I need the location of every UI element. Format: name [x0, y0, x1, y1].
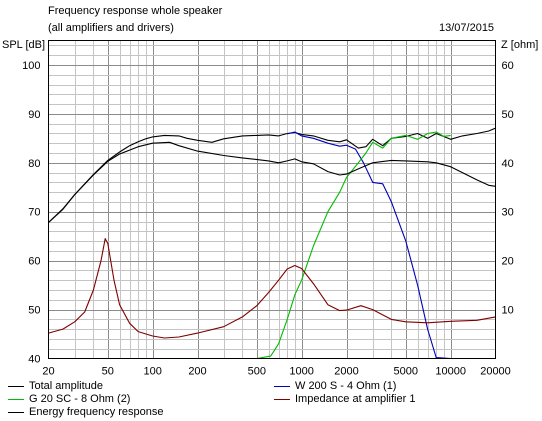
y2-axis-label: Z [ohm] — [501, 39, 539, 51]
y2-tick-label: 50 — [502, 109, 514, 121]
x-tick-label: 10000 — [435, 366, 466, 378]
legend-label-total-amplitude: Total amplitude — [29, 380, 103, 392]
y-tick-label: 90 — [28, 109, 40, 121]
legend-label-impedance: Impedance at amplifier 1 — [295, 393, 416, 405]
chart-subtitle: (all amplifiers and drivers) — [48, 22, 174, 34]
y-tick-label: 70 — [28, 207, 40, 219]
y-tick-label: 50 — [28, 305, 40, 317]
series-line-2 — [48, 131, 451, 360]
x-tick-label: 20000 — [480, 366, 511, 378]
series-line-4 — [48, 141, 496, 223]
plot-frame — [48, 40, 496, 359]
y-tick-label: 100 — [22, 60, 40, 72]
legend-swatch-impedance — [274, 398, 290, 400]
legend-item-w200s: W 200 S - 4 Ohm (1) — [274, 379, 396, 393]
x-tick-label: 5000 — [394, 366, 418, 378]
chart-title: Frequency response whole speaker — [48, 5, 223, 17]
tick-labels: 20 50 100 200 500 1000 2000 5000 10000 20000 40 50 6… — [22, 60, 514, 378]
legend-label-energy-response: Energy frequency response — [29, 406, 164, 418]
y2-tick-label: 40 — [502, 158, 514, 170]
series-lines — [48, 127, 496, 360]
legend-item-total-amplitude: Total amplitude — [8, 379, 103, 393]
x-tick-label: 500 — [248, 366, 266, 378]
legend-item-energy-response: Energy frequency response — [8, 405, 164, 419]
legend-swatch-energy-response — [8, 411, 24, 413]
grid — [48, 40, 496, 359]
x-tick-label: 200 — [188, 366, 206, 378]
y2-tick-label: 30 — [502, 207, 514, 219]
x-tick-label: 50 — [102, 366, 114, 378]
y2-tick-label: 20 — [502, 256, 514, 268]
series-line-3 — [48, 238, 496, 339]
y-tick-label: 40 — [28, 354, 40, 366]
y2-tick-label: 60 — [502, 60, 514, 72]
y-tick-label: 80 — [28, 158, 40, 170]
chart-date: 13/07/2015 — [439, 22, 495, 34]
legend-item-g20sc: G 20 SC - 8 Ohm (2) — [8, 392, 130, 406]
legend-swatch-g20sc — [8, 398, 24, 400]
x-tick-label: 100 — [143, 366, 161, 378]
legend-swatch-w200s — [274, 385, 290, 387]
x-tick-label: 1000 — [289, 366, 313, 378]
x-tick-label: 20 — [42, 366, 54, 378]
legend-swatch-total-amplitude — [8, 385, 24, 387]
y-tick-label: 60 — [28, 256, 40, 268]
y2-tick-label: 10 — [502, 305, 514, 317]
legend-label-w200s: W 200 S - 4 Ohm (1) — [295, 380, 397, 392]
series-line-1 — [287, 131, 496, 360]
legend-item-impedance: Impedance at amplifier 1 — [274, 392, 415, 406]
y-axis-label: SPL [dB] — [2, 39, 46, 51]
x-tick-label: 2000 — [334, 366, 358, 378]
legend-label-g20sc: G 20 SC - 8 Ohm (2) — [29, 393, 131, 405]
